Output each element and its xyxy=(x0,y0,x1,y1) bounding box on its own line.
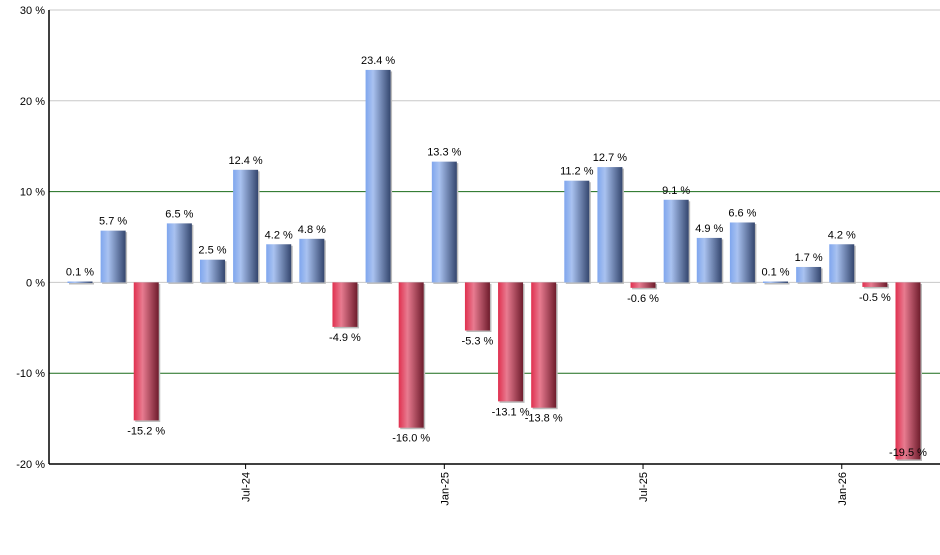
bar-Aug-25 xyxy=(663,199,689,283)
bar-Sep-24 xyxy=(299,238,325,283)
x-tick-label: Jan-26 xyxy=(837,472,849,506)
bar-Feb-25 xyxy=(464,282,490,331)
data-labels: 0.1 % 5.7 % -15.2 % 6.5 % 2.5 % 12.4 % 4.2 % 4.… xyxy=(66,55,927,459)
data-label: -16.0 % xyxy=(392,433,430,445)
data-label: 4.9 % xyxy=(695,223,723,235)
bar-Jan-25 xyxy=(431,161,457,283)
data-label: -19.5 % xyxy=(889,447,927,459)
data-label: 12.7 % xyxy=(593,152,627,164)
data-label: -13.1 % xyxy=(492,406,530,418)
data-label: 11.2 % xyxy=(560,166,594,178)
bar-Jun-25 xyxy=(597,167,623,283)
bar-Jan-26 xyxy=(829,244,855,283)
data-label: -0.6 % xyxy=(627,293,659,305)
bar-Feb-26 xyxy=(862,282,888,287)
bar-Dec-25 xyxy=(796,266,822,283)
bar-shadow xyxy=(69,282,94,285)
data-label: 5.7 % xyxy=(99,216,127,228)
bar-Feb-24 xyxy=(67,281,93,283)
bar-Aug-24 xyxy=(266,244,292,283)
bar-Apr-25 xyxy=(531,282,557,408)
bar-Jul-24 xyxy=(233,169,259,283)
axes: -20 % -10 % 0 % 10 % 20 % 30 % Jul-24 Jan-25 Jul… xyxy=(16,5,940,506)
data-label: 1.7 % xyxy=(795,252,823,264)
data-label: -0.5 % xyxy=(859,292,891,304)
bar-Sep-25 xyxy=(696,237,722,283)
bar-Mar-26 xyxy=(895,282,921,460)
bar-Oct-24 xyxy=(332,282,358,327)
bar-Jun-24 xyxy=(199,259,225,283)
bar-Apr-24 xyxy=(133,282,159,421)
bar-May-25 xyxy=(564,180,590,283)
bar-Nov-24 xyxy=(365,69,391,283)
bars xyxy=(67,69,922,461)
data-label: 13.3 % xyxy=(427,147,461,159)
y-tick-label: -20 % xyxy=(16,459,45,471)
data-label: 12.4 % xyxy=(228,155,262,167)
data-label: -15.2 % xyxy=(127,425,165,437)
data-label: 6.6 % xyxy=(728,207,756,219)
gridlines xyxy=(49,9,940,374)
data-label: -13.8 % xyxy=(525,413,563,425)
data-label: 4.2 % xyxy=(828,229,856,241)
bar-Dec-24 xyxy=(398,282,424,428)
data-label: 0.1 % xyxy=(761,266,789,278)
data-label: -5.3 % xyxy=(462,336,494,348)
data-label: 23.4 % xyxy=(361,55,395,67)
bar-Mar-24 xyxy=(100,230,126,283)
bar-Oct-25 xyxy=(729,222,755,283)
x-tick-label: Jul-25 xyxy=(638,472,650,502)
data-label: -4.9 % xyxy=(329,332,361,344)
data-label: 2.5 % xyxy=(198,245,226,257)
data-label: 9.1 % xyxy=(662,185,690,197)
bar-Jul-25 xyxy=(630,282,656,288)
x-tick-label: Jul-24 xyxy=(241,472,253,502)
data-label: 4.2 % xyxy=(265,229,293,241)
y-tick-label: 30 % xyxy=(20,5,45,17)
bar-May-24 xyxy=(166,223,192,283)
y-tick-label: 0 % xyxy=(26,277,45,289)
bar-Mar-25 xyxy=(498,282,524,402)
data-label: 4.8 % xyxy=(298,224,326,236)
bar-Nov-25 xyxy=(763,281,789,283)
data-label: 0.1 % xyxy=(66,266,94,278)
y-tick-label: 20 % xyxy=(20,96,45,108)
y-tick-label: -10 % xyxy=(16,368,45,380)
data-label: 6.5 % xyxy=(165,208,193,220)
y-tick-label: 10 % xyxy=(20,187,45,199)
bar-shadow xyxy=(764,282,790,285)
x-tick-label: Jan-25 xyxy=(439,472,451,506)
